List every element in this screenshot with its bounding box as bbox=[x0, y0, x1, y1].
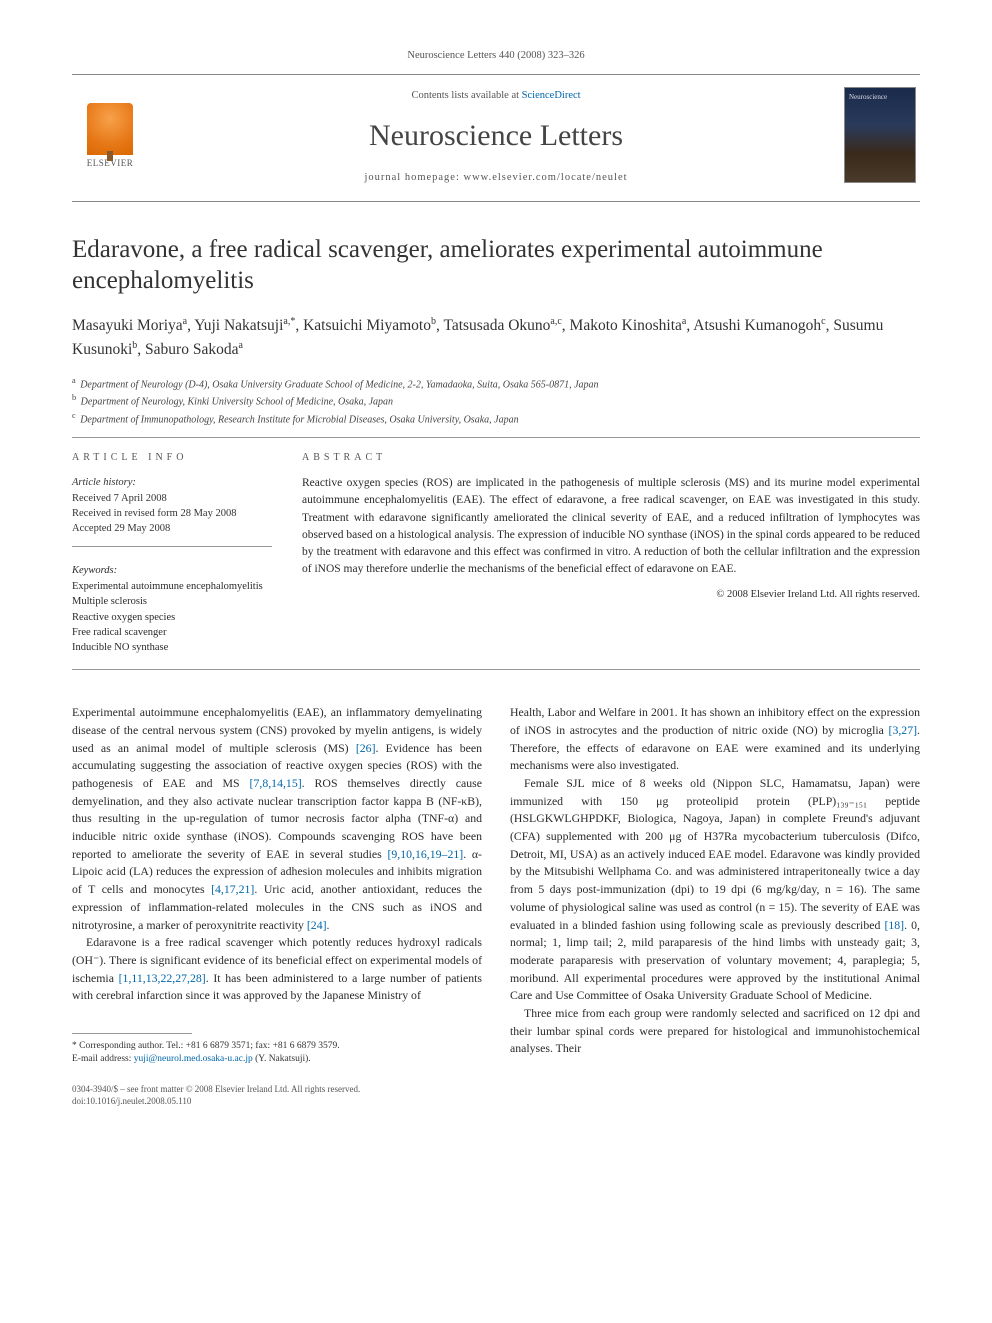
abstract-text: Reactive oxygen species (ROS) are implic… bbox=[302, 475, 920, 579]
corresponding-footnote: * Corresponding author. Tel.: +81 6 6879… bbox=[72, 1040, 482, 1067]
issn-line: 0304-3940/$ – see front matter © 2008 El… bbox=[72, 1083, 482, 1096]
history-received: Received 7 April 2008 bbox=[72, 491, 272, 506]
body-paragraph: Experimental autoimmune encephalomyeliti… bbox=[72, 704, 482, 934]
keywords-label: Keywords: bbox=[72, 563, 272, 579]
contents-prefix: Contents lists available at bbox=[411, 90, 521, 101]
cover-thumb-wrap bbox=[844, 87, 920, 187]
info-heading: ARTICLE INFO bbox=[72, 450, 272, 465]
abstract-copyright: © 2008 Elsevier Ireland Ltd. All rights … bbox=[302, 587, 920, 603]
history-label: Article history: bbox=[72, 475, 272, 491]
rule bbox=[72, 669, 920, 670]
body-paragraph: Female SJL mice of 8 weeks old (Nippon S… bbox=[510, 775, 920, 1005]
rule bbox=[72, 437, 920, 438]
email-suffix: (Y. Nakatsuji). bbox=[253, 1054, 311, 1064]
running-header: Neuroscience Letters 440 (2008) 323–326 bbox=[72, 48, 920, 64]
body-paragraph: Three mice from each group were randomly… bbox=[510, 1005, 920, 1058]
email-label: E-mail address: bbox=[72, 1054, 134, 1064]
author-list: Masayuki Moriyaa, Yuji Nakatsujia,*, Kat… bbox=[72, 314, 920, 361]
abstract-block: ABSTRACT Reactive oxygen species (ROS) a… bbox=[302, 450, 920, 655]
elsevier-tree-icon bbox=[87, 103, 133, 155]
homepage-prefix: journal homepage: bbox=[364, 172, 463, 183]
rule bbox=[72, 546, 272, 547]
corr-email-link[interactable]: yuji@neurol.med.osaka-u.ac.jp bbox=[134, 1054, 253, 1064]
body-paragraph: Edaravone is a free radical scavenger wh… bbox=[72, 934, 482, 1005]
body-paragraph: Health, Labor and Welfare in 2001. It ha… bbox=[510, 704, 920, 775]
abstract-heading: ABSTRACT bbox=[302, 450, 920, 465]
keywords-list: Experimental autoimmune encephalomyeliti… bbox=[72, 579, 272, 655]
history-revised: Received in revised form 28 May 2008 bbox=[72, 506, 272, 521]
homepage-url[interactable]: www.elsevier.com/locate/neulet bbox=[464, 172, 628, 183]
history-accepted: Accepted 29 May 2008 bbox=[72, 521, 272, 536]
corr-author-line: * Corresponding author. Tel.: +81 6 6879… bbox=[72, 1040, 482, 1053]
journal-name: Neuroscience Letters bbox=[148, 113, 844, 158]
sciencedirect-link[interactable]: ScienceDirect bbox=[522, 90, 581, 101]
page-footer: 0304-3940/$ – see front matter © 2008 El… bbox=[72, 1083, 482, 1108]
homepage-line: journal homepage: www.elsevier.com/locat… bbox=[148, 170, 844, 186]
doi-line: doi:10.1016/j.neulet.2008.05.110 bbox=[72, 1095, 482, 1108]
publisher-logo: ELSEVIER bbox=[72, 103, 148, 171]
journal-cover-icon bbox=[844, 87, 916, 183]
top-rule bbox=[72, 74, 920, 75]
affiliations: a Department of Neurology (D-4), Osaka U… bbox=[72, 375, 920, 427]
article-info-block: ARTICLE INFO Article history: Received 7… bbox=[72, 450, 272, 655]
footnote-rule bbox=[72, 1033, 192, 1034]
journal-banner: ELSEVIER Contents lists available at Sci… bbox=[72, 87, 920, 202]
contents-line: Contents lists available at ScienceDirec… bbox=[148, 88, 844, 104]
body-text: Experimental autoimmune encephalomyeliti… bbox=[72, 704, 920, 1107]
article-title: Edaravone, a free radical scavenger, ame… bbox=[72, 234, 920, 297]
